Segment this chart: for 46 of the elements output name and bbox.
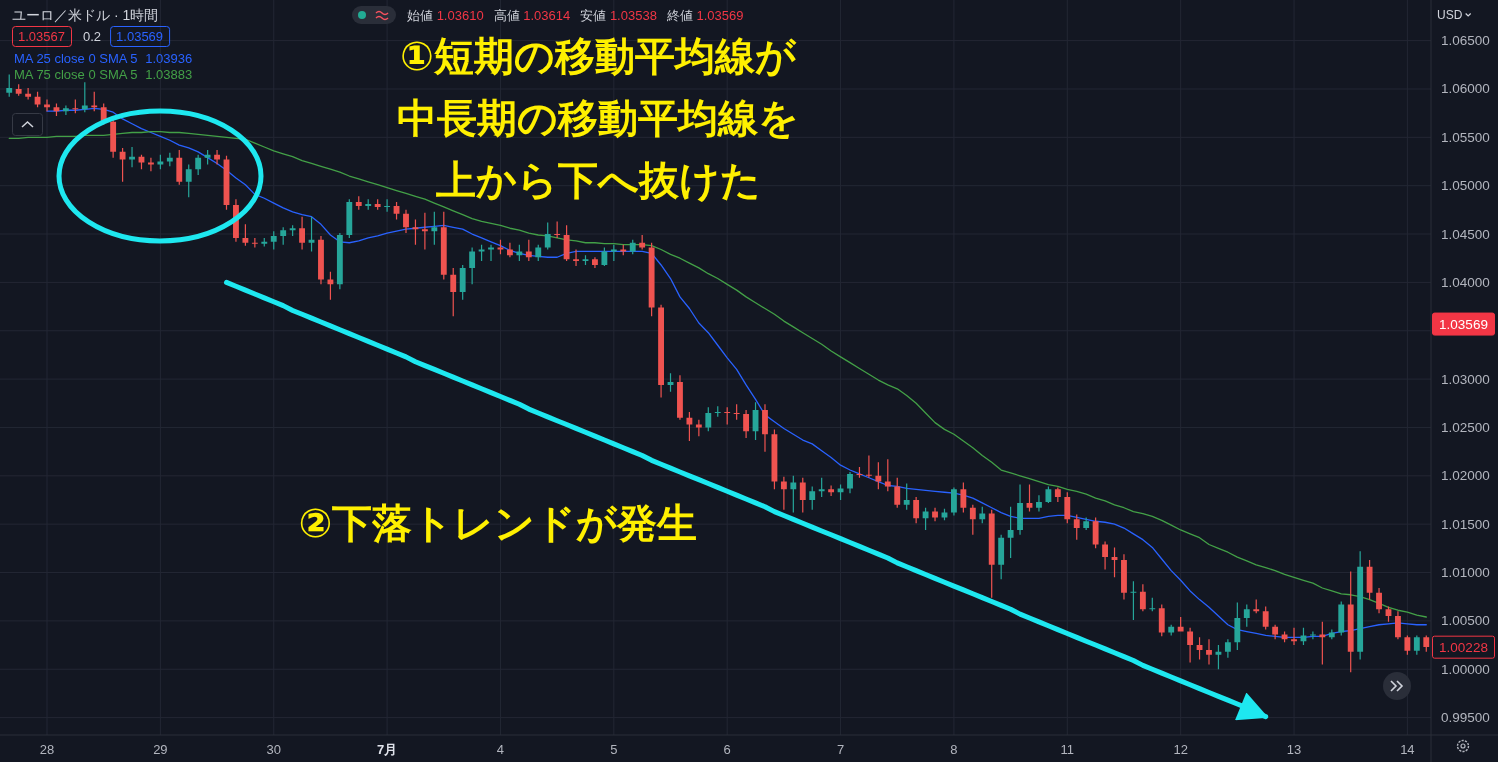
x-tick-label: 8 bbox=[950, 741, 958, 757]
price-tag: 1.00228 bbox=[1432, 635, 1495, 659]
note: ①短期の移動平均線が bbox=[400, 34, 796, 78]
legend-entry: MA 75 close 0 SMA 5 1.03883 bbox=[14, 66, 193, 82]
y-tick-label: 1.01500 bbox=[1441, 516, 1490, 532]
x-tick-label: 11 bbox=[1060, 741, 1075, 757]
currency: USD bbox=[1437, 8, 1463, 22]
note: 中長期の移動平均線を bbox=[397, 96, 799, 140]
x-tick-label: 30 bbox=[266, 741, 281, 757]
ohlc: 始値 1.03610 bbox=[407, 7, 484, 23]
ohlc: 安値 1.03538 bbox=[580, 7, 657, 23]
x-tick-label: 14 bbox=[1400, 741, 1415, 757]
x-tick-label: 12 bbox=[1173, 741, 1188, 757]
quote: 0.2 bbox=[83, 28, 102, 44]
y-tick-label: 1.06500 bbox=[1441, 33, 1490, 49]
x-tick-label: 6 bbox=[723, 741, 731, 757]
annotation: 1.03567 bbox=[18, 28, 65, 44]
price-tag: 1.03569 bbox=[1432, 312, 1495, 336]
x-tick-label: 13 bbox=[1286, 741, 1302, 757]
y-tick-label: 1.05000 bbox=[1441, 178, 1490, 194]
x-tick-label: 28 bbox=[39, 741, 55, 757]
x-tick-label: 5 bbox=[610, 741, 618, 757]
y-tick-label: 1.05500 bbox=[1441, 129, 1490, 145]
ohlc: 高値 1.03614 bbox=[493, 7, 571, 23]
y-tick-label: 0.99500 bbox=[1441, 710, 1490, 726]
x-tick-label: 29 bbox=[153, 741, 168, 757]
quote: 1.03569 bbox=[110, 26, 171, 47]
x-tick-label: 7 bbox=[836, 741, 845, 757]
x-tick-label: 7月 bbox=[377, 741, 398, 757]
ohlc: 終値 1.03569 bbox=[666, 7, 744, 23]
title: ユーロ／米ドル · 1時間 bbox=[12, 7, 159, 23]
y-tick-label: 1.00500 bbox=[1441, 613, 1490, 629]
legend-entry: MA 25 close 0 SMA 5 1.03936 bbox=[14, 50, 193, 66]
y-tick-label: 1.00000 bbox=[1441, 661, 1490, 677]
y-tick-label: 1.06000 bbox=[1441, 81, 1490, 97]
x-tick-label: 4 bbox=[496, 741, 505, 757]
y-tick-label: 1.02500 bbox=[1441, 419, 1490, 435]
y-tick-label: 1.04000 bbox=[1441, 274, 1490, 290]
y-tick-label: 1.03000 bbox=[1441, 371, 1490, 387]
note: ②下落トレンドが発生 bbox=[298, 501, 698, 545]
y-tick-label: 1.01000 bbox=[1441, 565, 1490, 581]
annotation: 1.03569 bbox=[116, 28, 164, 44]
note: 上から下へ抜けた bbox=[435, 158, 761, 202]
y-tick-label: 1.02000 bbox=[1441, 468, 1490, 484]
quote: 1.03567 bbox=[12, 26, 72, 47]
y-tick-label: 1.04500 bbox=[1441, 226, 1490, 242]
